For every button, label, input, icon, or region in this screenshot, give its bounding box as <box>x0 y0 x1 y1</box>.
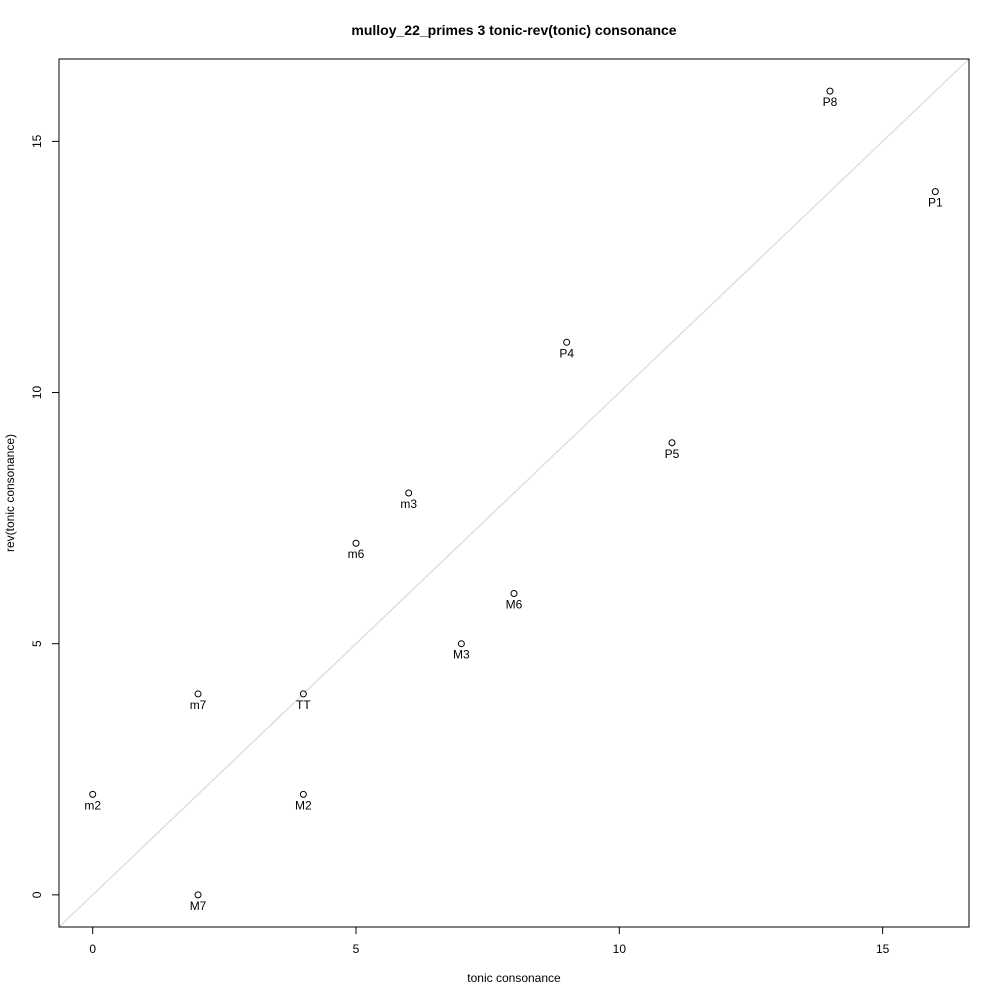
x-axis-label: tonic consonance <box>467 971 561 985</box>
data-point-P4 <box>563 338 571 346</box>
x-tick-label: 5 <box>353 942 360 956</box>
x-tick-label: 0 <box>89 942 96 956</box>
point-label-M3: M3 <box>453 648 470 662</box>
x-tick-label: 10 <box>613 942 627 956</box>
y-tick-label: 0 <box>30 891 44 898</box>
data-point-P5 <box>668 439 676 447</box>
data-point-m6 <box>352 539 360 547</box>
data-point-P1 <box>931 188 939 196</box>
data-point-P8 <box>826 87 834 95</box>
reference-line-y-equals-x <box>58 58 970 928</box>
point-label-P4: P4 <box>559 346 574 360</box>
data-point-M3 <box>457 640 465 648</box>
point-label-M7: M7 <box>190 899 207 913</box>
y-tick-label: 15 <box>30 134 44 148</box>
x-tick-label: 15 <box>876 942 890 956</box>
y-tick-label: 10 <box>30 386 44 400</box>
data-point-TT <box>299 690 307 698</box>
y-axis: 0 5 10 15 <box>30 134 60 898</box>
point-label-m6: m6 <box>348 547 365 561</box>
point-label-TT: TT <box>296 698 311 712</box>
data-point-m7 <box>194 690 202 698</box>
data-point-M2 <box>299 790 307 798</box>
y-tick-label: 5 <box>30 640 44 647</box>
plot-layer <box>58 58 970 928</box>
point-label-P5: P5 <box>665 447 680 461</box>
x-axis: 0 5 10 15 <box>89 926 890 956</box>
point-label-P8: P8 <box>823 95 838 109</box>
chart-title: mulloy_22_primes 3 tonic-rev(tonic) cons… <box>351 22 676 38</box>
point-label-M2: M2 <box>295 798 312 812</box>
data-point-M7 <box>194 891 202 899</box>
data-point-m2 <box>89 790 97 798</box>
point-label-m7: m7 <box>190 698 207 712</box>
points-layer: P8 P1 P4 P5 m3 m6 M6 M3 m7 TT m2 M2 M7 <box>84 87 943 913</box>
point-label-P1: P1 <box>928 196 943 210</box>
data-point-M6 <box>510 589 518 597</box>
y-axis-label: rev(tonic consonance) <box>3 434 17 552</box>
point-label-M6: M6 <box>506 597 523 611</box>
point-label-m3: m3 <box>400 497 417 511</box>
data-point-m3 <box>405 489 413 497</box>
point-label-m2: m2 <box>84 798 101 812</box>
